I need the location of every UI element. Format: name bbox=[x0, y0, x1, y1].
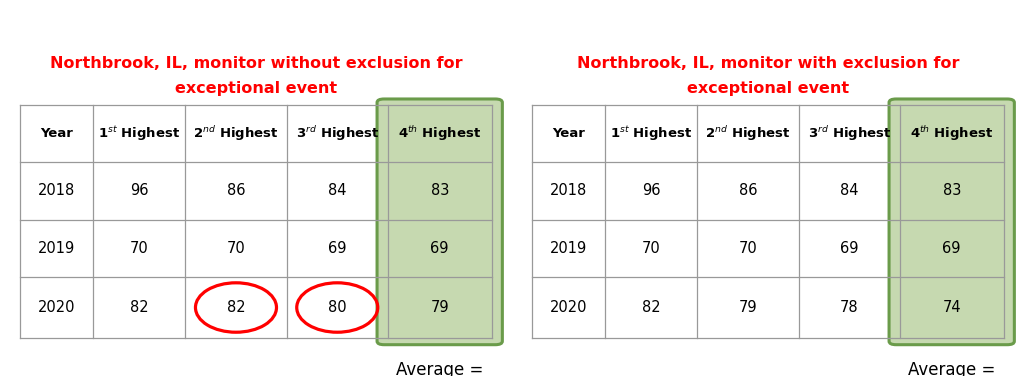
Text: 2$^{nd}$ Highest: 2$^{nd}$ Highest bbox=[706, 124, 791, 143]
Text: 2020: 2020 bbox=[550, 300, 588, 315]
Text: 80: 80 bbox=[328, 300, 346, 315]
Text: 2$^{nd}$ Highest: 2$^{nd}$ Highest bbox=[194, 124, 279, 143]
Text: 70: 70 bbox=[738, 241, 758, 256]
Text: 3$^{rd}$ Highest: 3$^{rd}$ Highest bbox=[808, 124, 891, 143]
Text: Average =
75 ppb: Average = 75 ppb bbox=[908, 361, 995, 376]
Text: 2019: 2019 bbox=[550, 241, 588, 256]
Text: 86: 86 bbox=[738, 183, 757, 199]
Text: 82: 82 bbox=[130, 300, 148, 315]
FancyBboxPatch shape bbox=[889, 99, 1015, 345]
Text: 2020: 2020 bbox=[38, 300, 76, 315]
Text: 69: 69 bbox=[840, 241, 858, 256]
Text: 70: 70 bbox=[226, 241, 246, 256]
Text: 4$^{th}$ Highest: 4$^{th}$ Highest bbox=[910, 124, 993, 143]
Text: 1$^{st}$ Highest: 1$^{st}$ Highest bbox=[98, 124, 180, 143]
Text: 83: 83 bbox=[430, 183, 449, 199]
Text: 96: 96 bbox=[130, 183, 148, 199]
Text: 69: 69 bbox=[328, 241, 346, 256]
Text: exceptional event: exceptional event bbox=[175, 82, 337, 97]
Text: 79: 79 bbox=[430, 300, 449, 315]
Text: Year: Year bbox=[553, 127, 586, 140]
Text: 2019: 2019 bbox=[38, 241, 76, 256]
Text: exceptional event: exceptional event bbox=[687, 82, 849, 97]
Text: Average =
77 ppb: Average = 77 ppb bbox=[396, 361, 483, 376]
Text: 4$^{th}$ Highest: 4$^{th}$ Highest bbox=[398, 124, 481, 143]
Text: 78: 78 bbox=[840, 300, 858, 315]
Text: 84: 84 bbox=[840, 183, 858, 199]
Text: 70: 70 bbox=[642, 241, 660, 256]
Text: 69: 69 bbox=[942, 241, 961, 256]
Text: 84: 84 bbox=[328, 183, 346, 199]
Text: 70: 70 bbox=[130, 241, 148, 256]
Text: 2018: 2018 bbox=[38, 183, 76, 199]
Text: 79: 79 bbox=[738, 300, 758, 315]
Text: 96: 96 bbox=[642, 183, 660, 199]
Text: 82: 82 bbox=[642, 300, 660, 315]
Text: 1$^{st}$ Highest: 1$^{st}$ Highest bbox=[610, 124, 692, 143]
Text: Year: Year bbox=[41, 127, 74, 140]
FancyBboxPatch shape bbox=[377, 99, 503, 345]
Text: 82: 82 bbox=[226, 300, 246, 315]
Text: Northbrook, IL, monitor without exclusion for: Northbrook, IL, monitor without exclusio… bbox=[50, 56, 462, 71]
Text: 86: 86 bbox=[226, 183, 245, 199]
Text: 69: 69 bbox=[430, 241, 449, 256]
Text: 74: 74 bbox=[942, 300, 961, 315]
Text: 2018: 2018 bbox=[550, 183, 588, 199]
Text: 3$^{rd}$ Highest: 3$^{rd}$ Highest bbox=[296, 124, 379, 143]
Text: Northbrook, IL, monitor with exclusion for: Northbrook, IL, monitor with exclusion f… bbox=[577, 56, 959, 71]
Text: 83: 83 bbox=[942, 183, 961, 199]
